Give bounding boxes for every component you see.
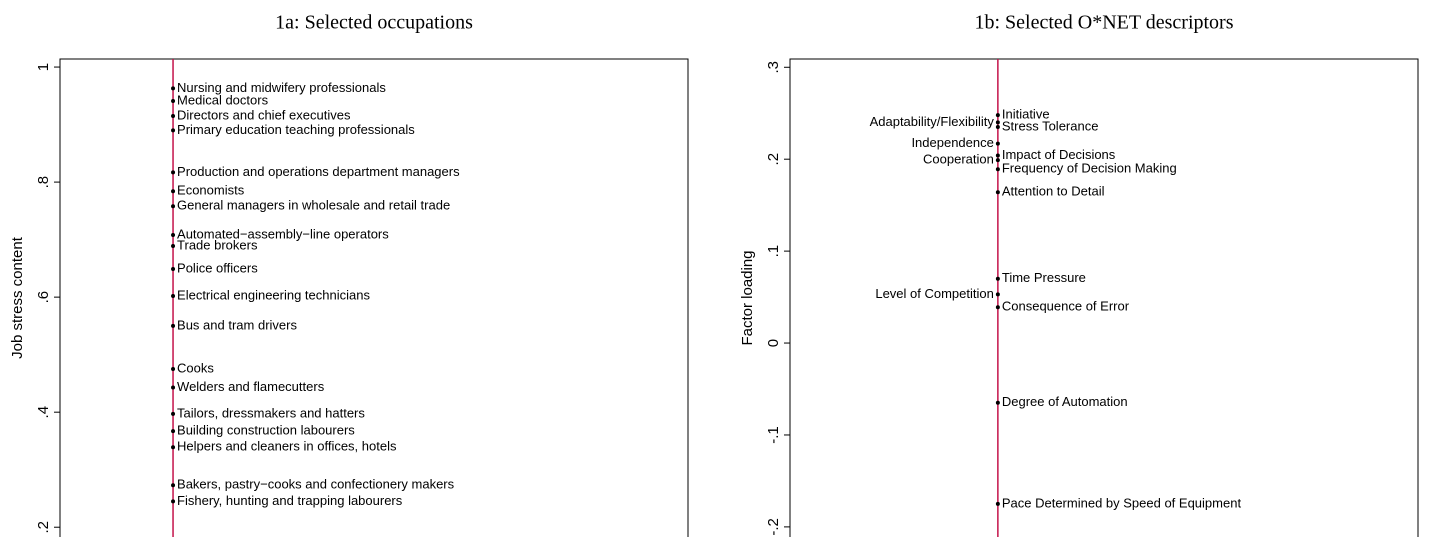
dot bbox=[171, 170, 176, 175]
point-label: Electrical engineering technicians bbox=[177, 287, 370, 302]
point-label: Nursing and midwifery professionals bbox=[177, 80, 386, 95]
dot bbox=[995, 400, 1000, 405]
dot bbox=[995, 158, 1000, 163]
point-label: Initiative bbox=[1002, 107, 1050, 122]
panel: 1a: Selected occupations Job stress conte… bbox=[9, 12, 689, 537]
point-label: Frequency of Decision Making bbox=[1002, 161, 1177, 176]
point-label: General managers in wholesale and retail… bbox=[177, 198, 450, 213]
dot bbox=[995, 141, 1000, 146]
point-label: Impact of Decisions bbox=[1002, 147, 1116, 162]
dot bbox=[995, 190, 1000, 195]
point-label: Independence bbox=[911, 135, 993, 150]
dot bbox=[171, 483, 176, 488]
y-tick-label: .8 bbox=[35, 176, 52, 189]
dot bbox=[995, 501, 1000, 506]
point-label: Bus and tram drivers bbox=[177, 317, 297, 332]
y-tick-label: 1 bbox=[35, 63, 52, 71]
dot bbox=[171, 429, 176, 434]
y-axis-title: Factor loading bbox=[739, 250, 756, 345]
point-label: Consequence of Error bbox=[1002, 299, 1130, 314]
y-tick-label: .2 bbox=[35, 521, 52, 534]
point-label: Production and operations department man… bbox=[177, 164, 460, 179]
dot bbox=[171, 499, 176, 504]
y-tick-label: -.1 bbox=[765, 426, 782, 444]
y-tick-label: .6 bbox=[35, 291, 52, 304]
dot bbox=[171, 128, 176, 133]
dot bbox=[171, 113, 176, 118]
point-label: Medical doctors bbox=[177, 92, 269, 107]
dot bbox=[995, 305, 1000, 310]
dot bbox=[171, 189, 176, 194]
point-label: Automated−assembly−line operators bbox=[177, 226, 389, 241]
point-label: Helpers and cleaners in offices, hotels bbox=[177, 439, 397, 454]
point-label: Primary education teaching professionals bbox=[177, 122, 415, 137]
dot bbox=[995, 125, 1000, 130]
dot bbox=[995, 276, 1000, 281]
dot bbox=[171, 233, 176, 238]
panel-title: 1b: Selected O*NET descriptors bbox=[974, 12, 1233, 34]
dot bbox=[995, 113, 1000, 118]
point-label: Stress Tolerance bbox=[1002, 118, 1099, 133]
point-label: Attention to Detail bbox=[1002, 184, 1105, 199]
point-label: Time Pressure bbox=[1002, 270, 1086, 285]
point-label: Tailors, dressmakers and hatters bbox=[177, 405, 365, 420]
point-label: Pace Determined by Speed of Equipment bbox=[1002, 495, 1242, 510]
plot-frame bbox=[789, 58, 1419, 537]
dot bbox=[171, 385, 176, 390]
panel: 1b: Selected O*NET descriptors Factor loa… bbox=[739, 12, 1419, 537]
dot bbox=[995, 292, 1000, 297]
point-label: Directors and chief executives bbox=[177, 107, 351, 122]
point-label: Police officers bbox=[177, 260, 258, 275]
dot bbox=[171, 367, 176, 372]
y-tick-label: .4 bbox=[35, 406, 52, 419]
y-tick-label: 0 bbox=[765, 339, 782, 347]
point-label: Trade brokers bbox=[177, 237, 258, 252]
plot-frame bbox=[59, 58, 689, 537]
point-label: Adaptability/Flexibility bbox=[870, 114, 995, 129]
dot bbox=[171, 323, 176, 328]
dot bbox=[171, 204, 176, 209]
dot bbox=[171, 86, 176, 91]
point-label: Economists bbox=[177, 183, 245, 198]
y-tick-label: .3 bbox=[765, 61, 782, 74]
point-label: Degree of Automation bbox=[1002, 394, 1128, 409]
dot bbox=[171, 445, 176, 450]
point-label: Bakers, pastry−cooks and confectionery m… bbox=[177, 477, 455, 492]
dot bbox=[171, 98, 176, 103]
point-label: Fishery, hunting and trapping labourers bbox=[177, 493, 403, 508]
point-label: Cooks bbox=[177, 360, 214, 375]
point-label: Cooperation bbox=[923, 152, 994, 167]
dot bbox=[171, 411, 176, 416]
y-tick-label: .2 bbox=[765, 153, 782, 166]
point-label: Level of Competition bbox=[875, 286, 994, 301]
point-label: Building construction labourers bbox=[177, 423, 355, 438]
y-axis-title: Job stress content bbox=[9, 236, 26, 359]
dot bbox=[995, 120, 1000, 125]
y-tick-label: .1 bbox=[765, 245, 782, 258]
dot bbox=[995, 153, 1000, 158]
dot bbox=[995, 167, 1000, 172]
y-tick-label: -.2 bbox=[765, 518, 782, 536]
dot bbox=[171, 243, 176, 248]
panel-title: 1a: Selected occupations bbox=[275, 12, 473, 34]
dot bbox=[171, 266, 176, 271]
dot bbox=[171, 293, 176, 298]
point-label: Welders and flamecutters bbox=[177, 379, 325, 394]
